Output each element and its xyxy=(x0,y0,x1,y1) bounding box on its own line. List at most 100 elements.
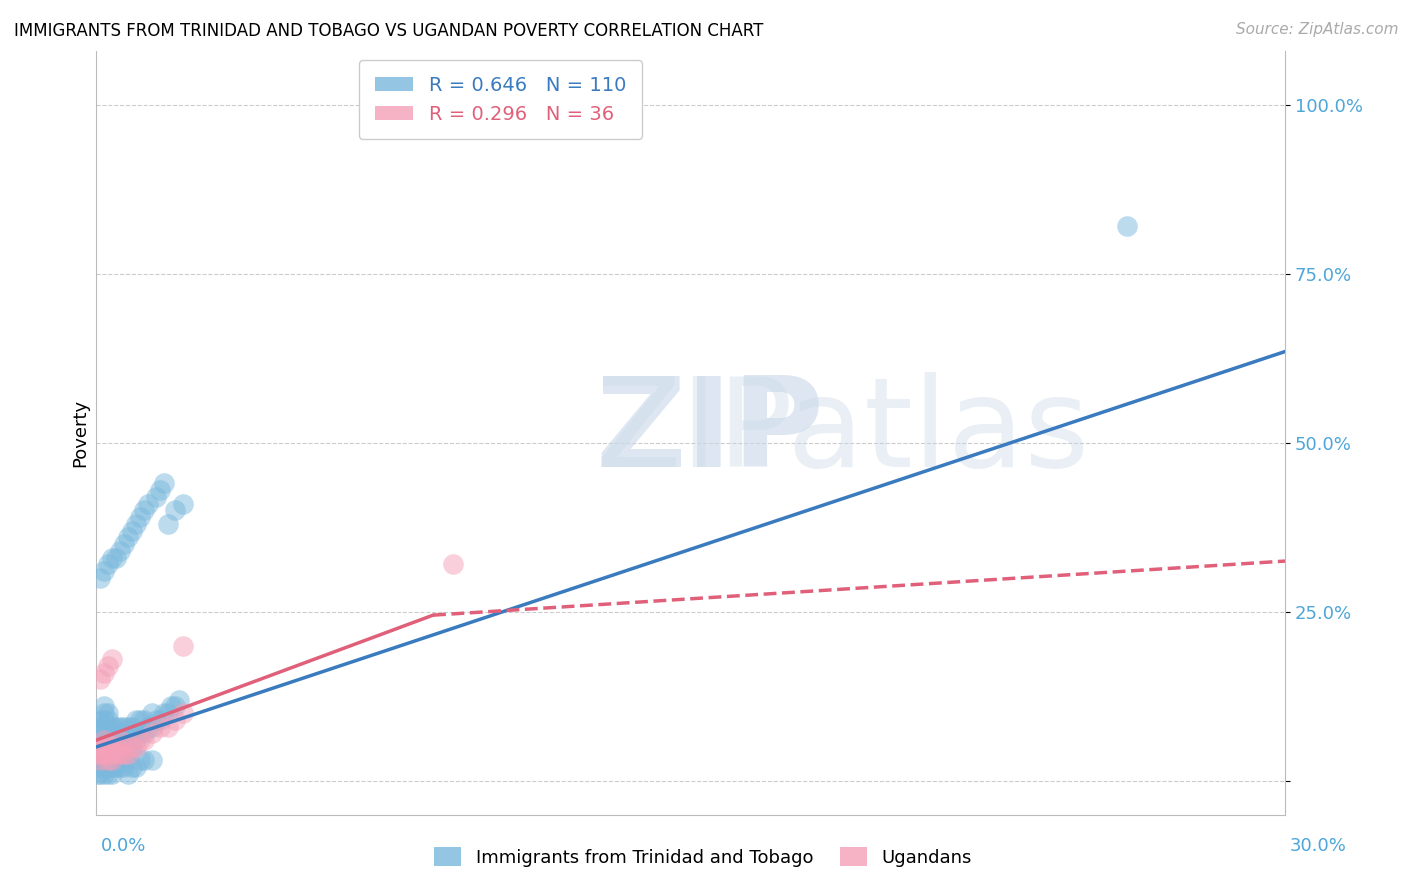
Point xyxy=(97,754,120,768)
Point xyxy=(93,747,115,761)
Point xyxy=(89,767,111,781)
Point xyxy=(101,767,124,781)
Point xyxy=(101,739,124,754)
Point xyxy=(125,726,148,740)
Point xyxy=(105,739,128,754)
Point xyxy=(93,733,115,747)
Point xyxy=(156,516,179,531)
Point xyxy=(136,720,159,734)
Point xyxy=(101,747,124,761)
Point xyxy=(93,699,115,714)
Point xyxy=(156,706,179,721)
Point xyxy=(105,754,128,768)
Point xyxy=(93,706,115,721)
Point xyxy=(121,739,143,754)
Point xyxy=(1115,219,1137,234)
Point xyxy=(112,720,135,734)
Point xyxy=(89,571,111,585)
Point xyxy=(121,760,143,774)
Point xyxy=(89,673,111,687)
Point xyxy=(87,767,110,781)
Point xyxy=(101,754,124,768)
Point xyxy=(145,713,167,727)
Point xyxy=(172,706,194,721)
Point xyxy=(165,713,187,727)
Point xyxy=(108,733,131,747)
Point xyxy=(152,706,174,721)
Point xyxy=(93,720,115,734)
Point xyxy=(101,726,124,740)
Point xyxy=(101,720,124,734)
Point xyxy=(128,754,150,768)
Point xyxy=(125,739,148,754)
Point xyxy=(97,706,120,721)
Point xyxy=(89,739,111,754)
Point xyxy=(89,747,111,761)
Point xyxy=(89,739,111,754)
Point xyxy=(441,558,464,572)
Point xyxy=(97,726,120,740)
Point xyxy=(97,713,120,727)
Point xyxy=(101,652,124,666)
Point xyxy=(117,530,139,544)
Point xyxy=(141,720,163,734)
Point xyxy=(112,760,135,774)
Point xyxy=(89,754,111,768)
Point xyxy=(97,733,120,747)
Point xyxy=(105,739,128,754)
Point xyxy=(97,767,120,781)
Point xyxy=(97,760,120,774)
Point xyxy=(108,747,131,761)
Point xyxy=(132,713,155,727)
Point xyxy=(93,747,115,761)
Point xyxy=(108,733,131,747)
Point xyxy=(112,733,135,747)
Point xyxy=(93,713,115,727)
Point xyxy=(89,739,111,754)
Point xyxy=(141,726,163,740)
Point xyxy=(105,550,128,565)
Point xyxy=(165,699,187,714)
Point xyxy=(93,754,115,768)
Point xyxy=(152,476,174,491)
Point xyxy=(132,733,155,747)
Point xyxy=(121,524,143,538)
Point xyxy=(108,544,131,558)
Point xyxy=(117,733,139,747)
Point xyxy=(89,747,111,761)
Point xyxy=(93,739,115,754)
Point xyxy=(108,739,131,754)
Point xyxy=(128,510,150,524)
Point xyxy=(93,754,115,768)
Point xyxy=(117,767,139,781)
Point xyxy=(169,692,191,706)
Point xyxy=(121,733,143,747)
Point xyxy=(97,747,120,761)
Point xyxy=(87,747,110,761)
Point xyxy=(128,713,150,727)
Point xyxy=(121,739,143,754)
Point xyxy=(93,665,115,680)
Point xyxy=(93,733,115,747)
Y-axis label: Poverty: Poverty xyxy=(72,399,89,467)
Point xyxy=(101,760,124,774)
Point xyxy=(89,760,111,774)
Point xyxy=(97,658,120,673)
Point xyxy=(149,713,172,727)
Point xyxy=(132,503,155,517)
Point xyxy=(101,739,124,754)
Point xyxy=(141,754,163,768)
Point xyxy=(172,497,194,511)
Point xyxy=(89,754,111,768)
Point xyxy=(97,720,120,734)
Text: IMMIGRANTS FROM TRINIDAD AND TOBAGO VS UGANDAN POVERTY CORRELATION CHART: IMMIGRANTS FROM TRINIDAD AND TOBAGO VS U… xyxy=(14,22,763,40)
Point xyxy=(89,713,111,727)
Point xyxy=(108,726,131,740)
Point xyxy=(101,754,124,768)
Point xyxy=(93,760,115,774)
Text: 30.0%: 30.0% xyxy=(1291,837,1347,855)
Point xyxy=(108,720,131,734)
Point xyxy=(149,483,172,497)
Point xyxy=(128,733,150,747)
Point xyxy=(97,739,120,754)
